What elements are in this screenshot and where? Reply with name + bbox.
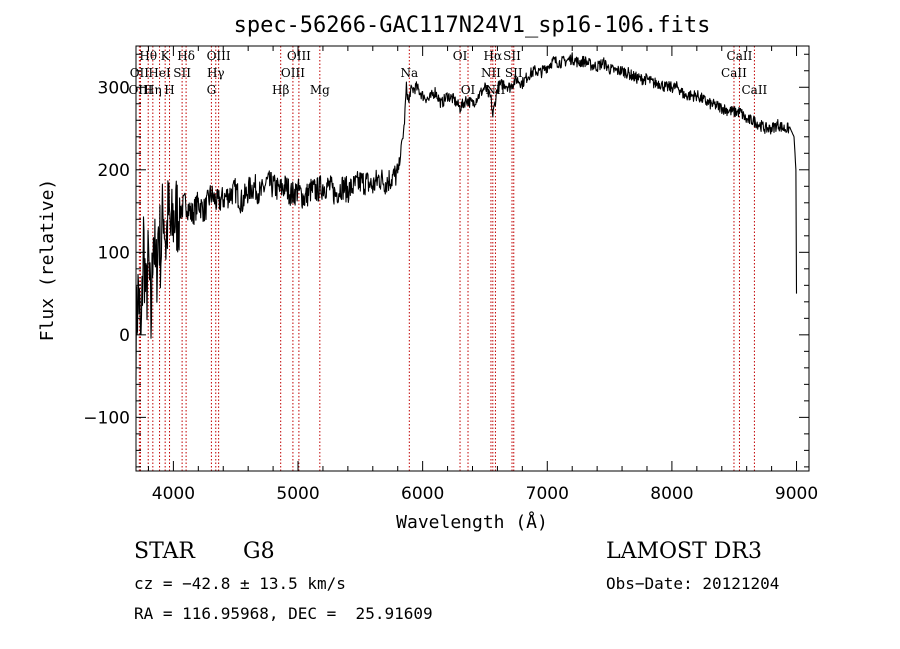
- y-tick-label: −100: [83, 408, 130, 428]
- y-tick-label: 200: [98, 161, 130, 181]
- emission-line-label: OIII: [207, 49, 231, 63]
- observation-date: Obs−Date: 20121204: [606, 574, 780, 593]
- emission-line-label: Hη: [144, 83, 162, 97]
- x-tick-label: 7000: [526, 484, 569, 504]
- coordinates: RA = 116.95968, DEC = 25.91609: [134, 604, 433, 623]
- emission-line-label: Hβ: [272, 83, 289, 97]
- spectrum-series: [135, 52, 798, 381]
- y-axis-label: Flux (relative): [37, 179, 58, 342]
- emission-line-labels: Hθ OII OIII K HeI Hη Hδ SII H OIII Hγ G OIII OIII Hβ Mg…: [128, 49, 767, 97]
- axis-ticks: 4000 5000 6000 7000 8000 9000 −100 0 100 200 300: [83, 46, 818, 504]
- emission-line-label: Na: [400, 66, 418, 80]
- x-tick-label: 8000: [650, 484, 693, 504]
- plot-frame: [135, 45, 810, 472]
- x-tick-label: 9000: [775, 484, 818, 504]
- emission-line-label: G: [207, 83, 217, 97]
- object-class: STAR: [134, 539, 195, 564]
- emission-line-label: OI: [461, 83, 476, 97]
- emission-line-label: OI: [453, 49, 468, 63]
- emission-line-label: NII: [485, 83, 505, 97]
- object-subclass: G8: [243, 539, 275, 564]
- y-tick-label: 300: [98, 78, 130, 98]
- redshift-velocity: cz = −42.8 ± 13.5 km/s: [134, 574, 346, 593]
- emission-line-label: Hθ: [139, 49, 157, 63]
- emission-line-markers: [138, 46, 755, 471]
- emission-line-label: Hα: [484, 49, 503, 63]
- x-tick-label: 4000: [152, 484, 195, 504]
- survey-name: LAMOST DR3: [606, 539, 762, 564]
- emission-line-label: NII: [481, 66, 501, 80]
- emission-line-label: CaII: [741, 83, 767, 97]
- emission-line-label: Hδ: [177, 49, 195, 63]
- emission-line-label: SII: [503, 49, 521, 63]
- y-tick-label: 100: [98, 243, 130, 263]
- x-axis-label: Wavelength (Å): [396, 511, 548, 533]
- spectrum-line: [135, 52, 798, 381]
- emission-line-label: HeI: [148, 66, 171, 80]
- emission-line-label: OII: [130, 66, 150, 80]
- chart-title: spec-56266-GAC117N24V1_sp16-106.fits: [234, 13, 711, 38]
- emission-line-label: CaII: [721, 66, 747, 80]
- y-tick-label: 0: [119, 326, 130, 346]
- emission-line-label: OIII: [281, 66, 305, 80]
- emission-line-label: SII: [173, 66, 191, 80]
- x-tick-label: 5000: [276, 484, 319, 504]
- emission-line-label: Hγ: [207, 66, 225, 80]
- emission-line-label: CaII: [727, 49, 753, 63]
- emission-line-label: H: [164, 83, 174, 97]
- emission-line-label: K: [161, 49, 171, 63]
- emission-line-label: OIII: [128, 83, 152, 97]
- emission-line-label: SII: [505, 66, 523, 80]
- emission-line-label: OIII: [287, 49, 311, 63]
- emission-line-label: Mg: [310, 83, 330, 97]
- x-tick-label: 6000: [401, 484, 444, 504]
